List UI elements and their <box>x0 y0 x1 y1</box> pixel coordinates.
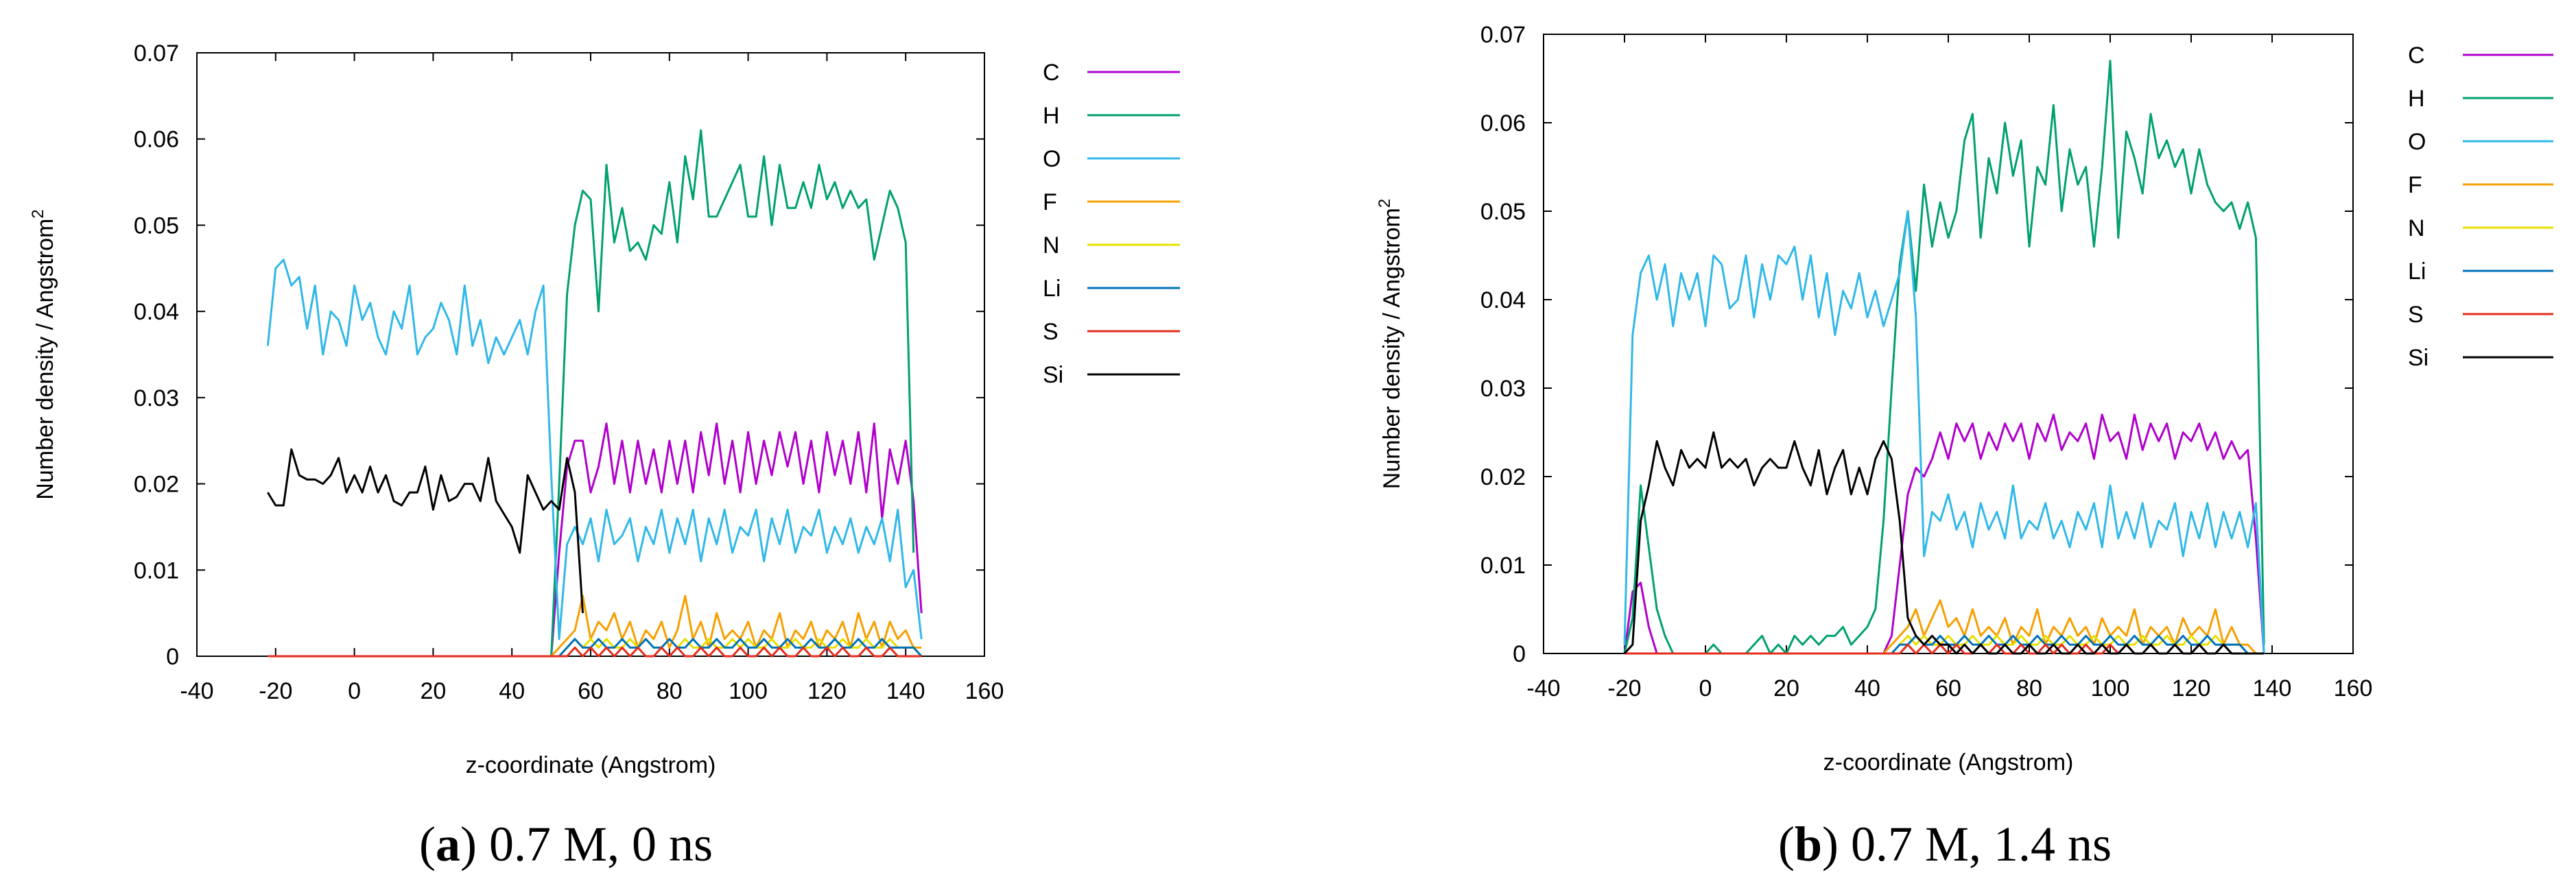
legend-label-N: N <box>1043 232 1060 259</box>
x-tick-label: -20 <box>1607 675 1641 701</box>
series-line-S <box>268 646 922 658</box>
plot-frame <box>1543 34 2354 654</box>
x-tick-label: 40 <box>499 678 525 704</box>
y-axis-label: Number density / Angstrom2 <box>1375 199 1405 489</box>
y-tick-label: 0.04 <box>1480 287 1526 313</box>
y-axis-label-superscript: 2 <box>1375 199 1394 208</box>
x-tick-label: 60 <box>1935 675 1961 701</box>
x-tick-label: 20 <box>1773 675 1799 701</box>
x-axis-label: z-coordinate (Angstrom) <box>1823 749 2074 776</box>
legend-label-C: C <box>2408 43 2425 69</box>
legend-label-Si: Si <box>2408 345 2429 371</box>
series-line-H <box>268 129 915 658</box>
x-tick-label: 160 <box>965 678 1004 704</box>
x-axis-label: z-coordinate (Angstrom) <box>466 752 716 778</box>
x-tick-label: -40 <box>1526 675 1560 701</box>
chart-panel-b: -40 -20 0 20 40 60 80 100 120 140 160 0 0.01 0.02 0.03… <box>1375 22 2553 872</box>
legend-label-S: S <box>2408 302 2424 328</box>
y-tick-label: 0.02 <box>1480 464 1526 490</box>
x-tick-label: 40 <box>1854 675 1880 701</box>
y-axis-label-text: Number density / Angstrom <box>1379 208 1405 489</box>
legend-label-Li: Li <box>1043 276 1061 302</box>
y-tick-label: 0.06 <box>134 127 179 153</box>
y-tick-label: 0 <box>1513 641 1526 667</box>
y-axis-label-superscript: 2 <box>29 209 47 218</box>
series-line-Si <box>267 448 584 614</box>
x-tick-label: 160 <box>2334 675 2373 701</box>
legend-label-O: O <box>2408 129 2426 155</box>
x-tick-label: 140 <box>886 678 925 704</box>
y-tick-label: 0 <box>166 644 179 670</box>
caption: (a) 0.7 M, 0 ns <box>419 817 713 872</box>
y-tick-label: 0.03 <box>134 385 179 411</box>
caption: (b) 0.7 M, 1.4 ns <box>1778 817 2112 872</box>
y-tick-label: 0.05 <box>1480 199 1526 225</box>
x-tick-label: -20 <box>259 678 292 704</box>
x-tick-label: 120 <box>807 678 847 704</box>
plot-frame <box>196 52 985 657</box>
x-tick-label: 140 <box>2253 675 2292 701</box>
x-tick-label: 80 <box>657 678 683 704</box>
caption-paren-close: ) <box>460 817 477 872</box>
caption-label: b <box>1795 817 1822 872</box>
y-axis-label: Number density / Angstrom2 <box>29 209 58 499</box>
x-tick-label: 20 <box>420 678 446 704</box>
x-tick-label: 100 <box>729 678 768 704</box>
series-line-O <box>266 259 923 640</box>
series-line-C <box>1623 413 2265 655</box>
legend-label-N: N <box>2408 215 2425 241</box>
series-line-Li <box>268 638 923 658</box>
x-tick-label: 0 <box>1699 675 1712 701</box>
caption-paren-open: ( <box>1778 817 1795 872</box>
y-axis-label-text: Number density / Angstrom <box>32 219 58 500</box>
x-tick-label: 80 <box>2016 675 2042 701</box>
legend-label-O: O <box>1043 146 1061 172</box>
y-tick-label: 0.01 <box>1480 553 1526 579</box>
x-tick-label: 0 <box>348 678 361 704</box>
x-tick-label: 100 <box>2091 675 2130 701</box>
chart-panel-a: -40 -20 0 20 40 60 80 100 120 140 160 0 0.01 0.02 0.03… <box>29 40 1180 872</box>
y-tick-label: 0.05 <box>134 213 179 239</box>
legend-label-Li: Li <box>2408 259 2426 285</box>
y-tick-label: 0.07 <box>134 40 179 67</box>
y-tick-label: 0.06 <box>1480 110 1526 136</box>
legend-label-F: F <box>2408 172 2422 198</box>
caption-paren-close: ) <box>1822 817 1839 872</box>
caption-label: a <box>436 817 460 872</box>
y-tick-label: 0.04 <box>134 299 179 325</box>
x-tick-label: 60 <box>578 678 604 704</box>
legend-label-H: H <box>2408 86 2425 112</box>
y-tick-label: 0.07 <box>1480 22 1526 48</box>
legend-label-Si: Si <box>1043 362 1063 388</box>
legend-label-H: H <box>1043 103 1060 129</box>
caption-text: 0.7 M, 0 ns <box>477 817 713 872</box>
y-tick-label: 0.01 <box>134 557 179 584</box>
y-tick-label: 0.03 <box>1480 376 1526 402</box>
x-tick-label: -40 <box>180 678 213 704</box>
x-tick-label: 120 <box>2172 675 2211 701</box>
series-line-O <box>1623 210 2265 654</box>
caption-text: 0.7 M, 1.4 ns <box>1839 817 2112 872</box>
series-line-H <box>1623 60 2265 655</box>
series-line-Si <box>1623 431 2265 655</box>
caption-paren-open: ( <box>419 817 436 872</box>
legend-label-F: F <box>1043 189 1057 215</box>
legend-label-C: C <box>1043 60 1060 86</box>
y-tick-label: 0.02 <box>134 472 179 498</box>
legend-label-S: S <box>1043 319 1059 345</box>
